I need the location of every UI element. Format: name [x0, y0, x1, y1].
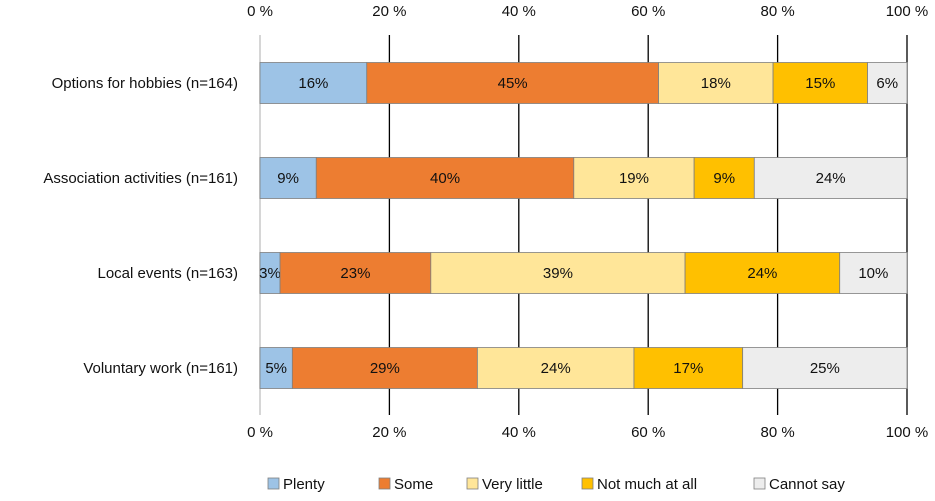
data-label: 9%: [713, 170, 735, 187]
bar-segment-some: [279, 252, 432, 294]
x-tick-label-bottom: 20 %: [372, 424, 406, 441]
legend-label: Very little: [482, 476, 543, 493]
bar-segment-not-much-at-all: [693, 157, 755, 199]
x-tick-label-top: 60 %: [631, 3, 665, 20]
data-label: 24%: [747, 265, 777, 282]
bar-segment-very-little: [476, 347, 635, 389]
legend-label: Plenty: [283, 476, 325, 493]
data-label: 24%: [816, 170, 846, 187]
category-label: Voluntary work (n=161): [83, 360, 238, 377]
category-label: Options for hobbies (n=164): [52, 75, 238, 92]
x-tick-label-bottom: 80 %: [760, 424, 794, 441]
x-tick-label-bottom: 100 %: [886, 424, 929, 441]
x-tick-label-bottom: 40 %: [502, 424, 536, 441]
category-label: Association activities (n=161): [43, 170, 238, 187]
bar-segment-very-little: [573, 157, 695, 199]
category-label: Local events (n=163): [97, 265, 238, 282]
legend-swatch-not-much-at-all: [581, 477, 594, 490]
legend-label: Not much at all: [597, 476, 697, 493]
bar-segment-cannot-say: [753, 157, 908, 199]
x-tick-label-top: 100 %: [886, 3, 929, 20]
bar-segment-not-much-at-all: [684, 252, 841, 294]
data-label: 3%: [259, 265, 281, 282]
data-label: 23%: [340, 265, 370, 282]
x-tick-label-top: 40 %: [502, 3, 536, 20]
bar-segment-plenty: [259, 157, 317, 199]
bar-segment-plenty: [259, 62, 368, 104]
bar-segment-plenty: [259, 347, 293, 389]
data-label: 19%: [619, 170, 649, 187]
x-tick-label-top: 0 %: [247, 3, 273, 20]
x-tick-label-top: 20 %: [372, 3, 406, 20]
data-label: 9%: [277, 170, 299, 187]
data-label: 39%: [543, 265, 573, 282]
x-tick-label-bottom: 60 %: [631, 424, 665, 441]
data-label: 18%: [701, 75, 731, 92]
legend-swatch-cannot-say: [753, 477, 766, 490]
legend-swatch-some: [378, 477, 391, 490]
axis-layer: 0 % 0 % 20 % 20 % 40 % 40 % 60 % 60 % 80 % 80 % 10…: [43, 3, 928, 441]
legend: Plenty Some Very little Not much at all Cann…: [267, 476, 845, 493]
legend-swatch-very-little: [466, 477, 479, 490]
legend-label: Cannot say: [769, 476, 845, 493]
bar-segment-not-much-at-all: [633, 347, 744, 389]
bar-segment-cannot-say: [867, 62, 908, 104]
bar-segment-not-much-at-all: [772, 62, 868, 104]
bar-segment-cannot-say: [839, 252, 908, 294]
data-label: 25%: [810, 360, 840, 377]
legend-label: Some: [394, 476, 433, 493]
bar-segment-some: [291, 347, 478, 389]
data-label: 40%: [430, 170, 460, 187]
data-label: 15%: [805, 75, 835, 92]
data-label: 29%: [370, 360, 400, 377]
legend-swatch-plenty: [267, 477, 280, 490]
data-label: 10%: [858, 265, 888, 282]
data-label: 16%: [298, 75, 328, 92]
x-tick-label-top: 80 %: [760, 3, 794, 20]
data-label: 24%: [541, 360, 571, 377]
data-label: 5%: [265, 360, 287, 377]
bar-segment-some: [315, 157, 575, 199]
data-label: 45%: [498, 75, 528, 92]
data-label: 17%: [673, 360, 703, 377]
bars-layer: 16% 45% 18% 15% 6% 9% 40% 19% 9% 24% 3% 23% 39% 24% 10…: [259, 62, 908, 389]
bar-segment-cannot-say: [742, 347, 908, 389]
x-tick-label-bottom: 0 %: [247, 424, 273, 441]
data-label: 6%: [876, 75, 898, 92]
